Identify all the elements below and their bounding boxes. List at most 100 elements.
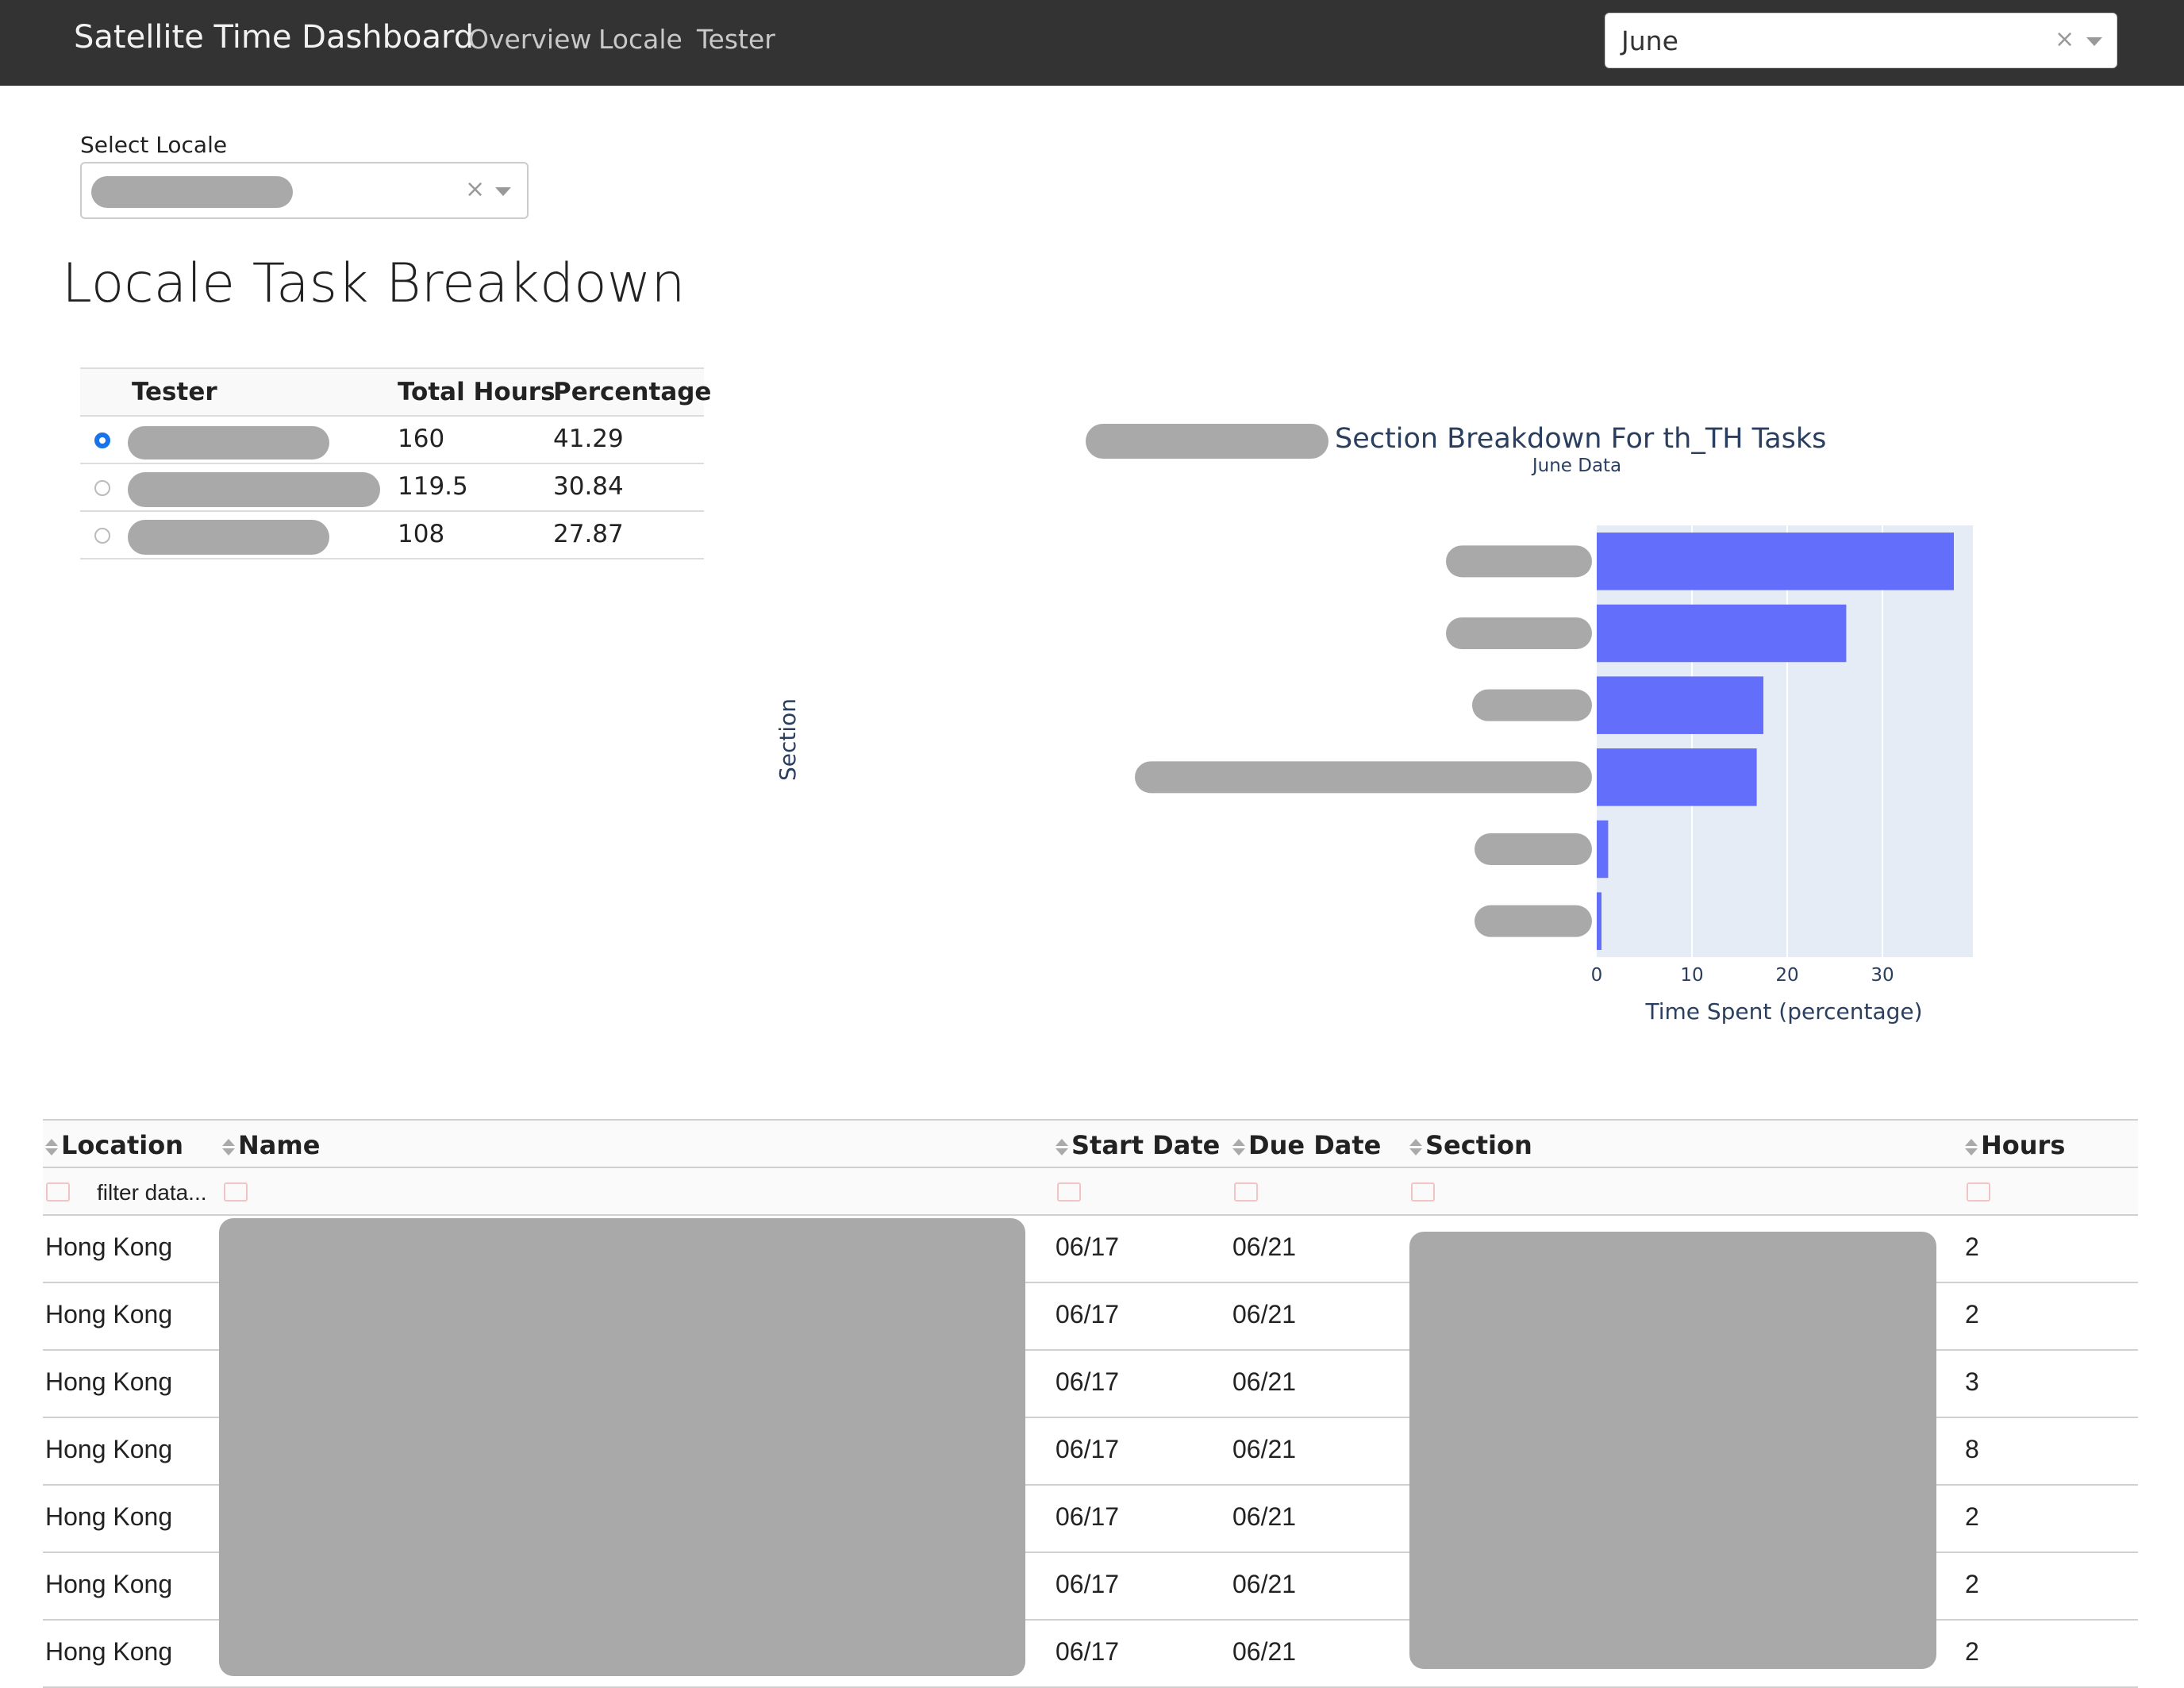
col-header-section[interactable]: Section (1409, 1130, 1532, 1160)
title-prefix-redacted (1086, 424, 1328, 459)
case-sensitive-icon[interactable] (1234, 1182, 1258, 1202)
filter-row (43, 1168, 2138, 1216)
cell-start-date: 06/17 (1055, 1435, 1120, 1463)
sort-icon[interactable] (1055, 1138, 1068, 1155)
data-table-header: Location Name Start Date Due Date Sectio… (43, 1119, 2138, 1168)
col-header-hours-label: Hours (1981, 1130, 2066, 1160)
cell-start-date: 06/17 (1055, 1232, 1120, 1261)
col-header-start-date[interactable]: Start Date (1055, 1130, 1220, 1160)
chart-subtitle: June Data (1531, 456, 1621, 476)
tester-total-hours: 108 (398, 520, 445, 548)
case-sensitive-icon[interactable] (1967, 1182, 1990, 1202)
y-category-label-redacted (1475, 833, 1592, 865)
bar-chart-svg: 0 10 20 30 Section Breakdown For th_TH Task… (775, 423, 1973, 1025)
month-clear-icon[interactable]: × (2055, 25, 2075, 53)
cell-due-date: 06/21 (1232, 1367, 1297, 1396)
x-tick-label: 20 (1775, 965, 1798, 986)
chart-title: Section Breakdown For th_TH Tasks (1335, 423, 1826, 455)
col-header-start-date-label: Start Date (1071, 1130, 1221, 1160)
tester-name-redacted (128, 472, 380, 507)
bar (1597, 748, 1757, 806)
cell-location: Hong Kong (45, 1502, 173, 1531)
cell-start-date: 06/17 (1055, 1570, 1120, 1598)
cell-hours: 8 (1965, 1435, 1979, 1463)
cell-due-date: 06/21 (1232, 1637, 1297, 1666)
tester-percentage: 27.87 (553, 520, 624, 548)
cell-hours: 2 (1965, 1637, 1979, 1666)
tester-radio[interactable] (94, 480, 110, 496)
y-category-label-redacted (1135, 761, 1592, 794)
col-header-location-label: Location (61, 1130, 183, 1160)
tester-total-hours: 119.5 (398, 472, 468, 501)
cell-location: Hong Kong (45, 1570, 173, 1598)
gridlines (1691, 525, 1883, 957)
y-category-label-redacted (1475, 905, 1592, 937)
sort-icon[interactable] (1409, 1138, 1422, 1155)
nav-link-tester[interactable]: Tester (697, 24, 775, 55)
col-header-hours[interactable]: Hours (1965, 1130, 2065, 1160)
bar (1597, 676, 1763, 734)
case-sensitive-icon[interactable] (1057, 1182, 1081, 1202)
sort-icon[interactable] (222, 1138, 235, 1155)
cell-due-date: 06/21 (1232, 1502, 1297, 1531)
page-title: Locale Task Breakdown (62, 252, 686, 315)
nav-link-locale[interactable]: Locale (598, 24, 682, 55)
cell-location: Hong Kong (45, 1637, 173, 1666)
cell-hours: 2 (1965, 1502, 1979, 1531)
tester-row[interactable]: 119.5 30.84 (80, 464, 704, 512)
col-header-tester: Tester (132, 378, 217, 406)
locale-clear-icon[interactable]: × (465, 175, 486, 203)
tester-table-header: Tester Total Hours Percentage (80, 367, 711, 417)
x-tick-label: 0 (1591, 965, 1603, 986)
case-sensitive-icon[interactable] (224, 1182, 248, 1202)
month-select[interactable]: June × (1605, 13, 2117, 68)
x-tick-label: 30 (1871, 965, 1894, 986)
brand-title[interactable]: Satellite Time Dashboard (74, 19, 475, 56)
cell-location: Hong Kong (45, 1300, 173, 1328)
col-header-name[interactable]: Name (222, 1130, 320, 1160)
bar (1597, 533, 1954, 590)
y-category-labels (1135, 545, 1592, 937)
section-column-redacted (1409, 1232, 1936, 1669)
tester-row[interactable]: 160 41.29 (80, 417, 704, 464)
select-locale-label: Select Locale (80, 132, 228, 158)
cell-start-date: 06/17 (1055, 1367, 1120, 1396)
filter-input-location[interactable] (95, 1176, 416, 1209)
col-header-location[interactable]: Location (45, 1130, 183, 1160)
tester-radio-selected[interactable] (94, 433, 110, 448)
bar (1597, 604, 1847, 663)
cell-hours: 2 (1965, 1232, 1979, 1261)
cell-hours: 2 (1965, 1300, 1979, 1328)
col-header-due-date-label: Due Date (1248, 1130, 1382, 1160)
navbar: Satellite Time Dashboard Overview Locale… (0, 0, 2184, 86)
tester-percentage: 30.84 (553, 472, 624, 501)
y-category-label-redacted (1446, 617, 1592, 649)
tester-radio[interactable] (94, 528, 110, 544)
tester-percentage: 41.29 (553, 425, 624, 453)
locale-dropdown-chevron-icon[interactable] (495, 187, 511, 196)
sort-icon[interactable] (1965, 1138, 1978, 1155)
case-sensitive-icon[interactable] (46, 1182, 70, 1202)
y-axis-label: Section (775, 698, 801, 781)
y-category-label-redacted (1472, 689, 1592, 721)
month-dropdown-chevron-icon[interactable] (2086, 37, 2102, 46)
x-tick-label: 10 (1680, 965, 1703, 986)
tester-row[interactable]: 108 27.87 (80, 512, 704, 559)
cell-due-date: 06/21 (1232, 1300, 1297, 1328)
cell-start-date: 06/17 (1055, 1637, 1120, 1666)
col-header-total-hours: Total Hours (398, 378, 556, 406)
case-sensitive-icon[interactable] (1411, 1182, 1435, 1202)
cell-due-date: 06/21 (1232, 1570, 1297, 1598)
tester-total-hours: 160 (398, 425, 445, 453)
cell-location: Hong Kong (45, 1435, 173, 1463)
nav-link-overview[interactable]: Overview (468, 24, 592, 55)
sort-icon[interactable] (45, 1138, 58, 1155)
cell-due-date: 06/21 (1232, 1232, 1297, 1261)
plot-background (1597, 525, 1973, 957)
cell-start-date: 06/17 (1055, 1300, 1120, 1328)
cell-location: Hong Kong (45, 1232, 173, 1261)
locale-select[interactable]: × (80, 162, 529, 219)
sort-icon[interactable] (1232, 1138, 1245, 1155)
col-header-due-date[interactable]: Due Date (1232, 1130, 1381, 1160)
bar (1597, 820, 1609, 879)
